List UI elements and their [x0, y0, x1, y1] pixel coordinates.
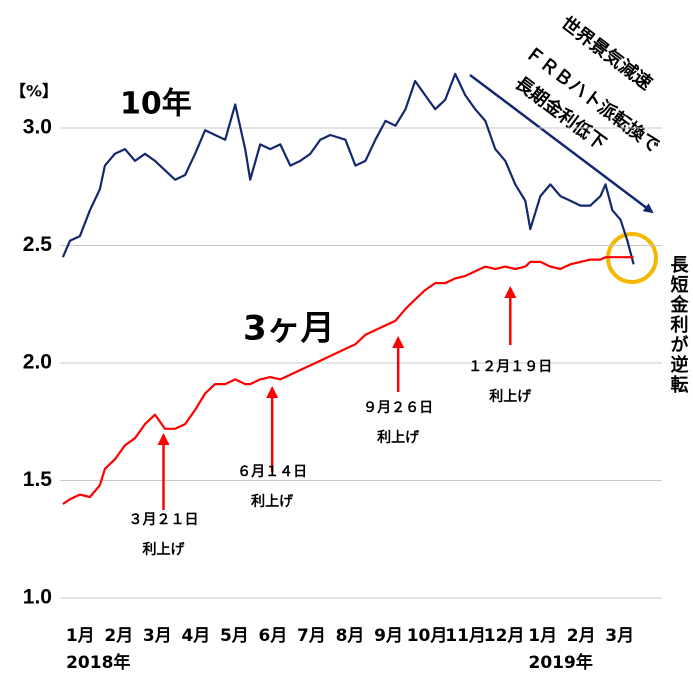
y-tick-label: 3.0	[23, 116, 52, 139]
x-tick-label: 1月	[528, 626, 557, 646]
x-tick-label: 10月	[407, 626, 448, 646]
event-date: １２月１９日	[468, 359, 552, 375]
series-label: 3ヶ月	[243, 309, 335, 349]
event-text: 利上げ	[142, 541, 185, 558]
event-date: ３月２１日	[128, 512, 198, 528]
event-date: ６月１４日	[237, 464, 307, 480]
year-label: 2018年	[66, 652, 130, 673]
event-text: 利上げ	[251, 493, 294, 510]
x-tick-label: 12月	[484, 626, 525, 646]
y-tick-label: 2.5	[23, 233, 53, 256]
x-tick-label: 7月	[297, 626, 326, 646]
y-tick-label: 1.5	[23, 468, 53, 491]
x-tick-label: 1月	[66, 626, 95, 646]
x-tick-label: 4月	[181, 626, 210, 646]
trend-arrow	[469, 74, 654, 214]
series-label: 10年	[120, 87, 192, 122]
series-line	[62, 256, 634, 505]
y-tick-label: 2.0	[23, 351, 52, 374]
inversion-note: 長短金利が逆転	[668, 255, 690, 395]
event-text: 利上げ	[377, 429, 420, 446]
year-label: 2019年	[529, 652, 593, 673]
event-text: 利上げ	[489, 388, 532, 405]
x-tick-label: 2月	[104, 626, 133, 646]
x-tick-label: 3月	[605, 626, 634, 646]
y-axis-label: 【%】	[10, 82, 58, 101]
x-tick-label: 8月	[336, 626, 365, 646]
x-tick-label: 3月	[143, 626, 172, 646]
x-tick-label: 9月	[374, 626, 403, 646]
x-tick-label: 11月	[445, 626, 486, 646]
x-tick-label: 6月	[259, 626, 288, 646]
x-tick-label: 5月	[220, 626, 249, 646]
y-tick-label: 1.0	[23, 586, 52, 609]
x-tick-label: 2月	[567, 626, 596, 646]
series-line	[61, 72, 635, 265]
event-date: ９月２６日	[363, 400, 433, 416]
